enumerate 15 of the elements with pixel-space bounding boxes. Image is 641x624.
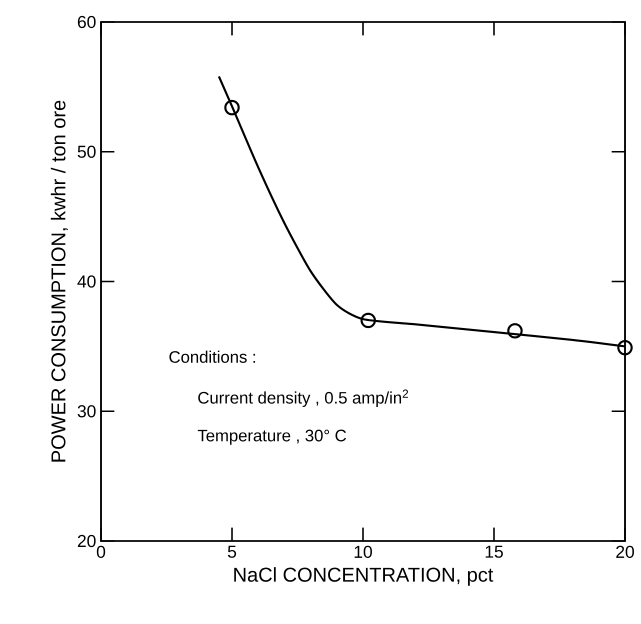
x-axis-title: NaCl CONCENTRATION, pct — [234, 567, 494, 586]
x-tick-label: 0 — [96, 546, 106, 558]
y-tick-label: 50 — [78, 146, 96, 158]
x-tick-label: 20 — [616, 546, 634, 558]
x-tick-label: 15 — [486, 546, 503, 558]
y-tick-label: 20 — [78, 534, 96, 548]
y-tick-label: 40 — [77, 275, 96, 288]
x-tick-label: 5 — [228, 546, 236, 558]
y-tick-label: 60 — [78, 16, 96, 28]
annotation: Temperature , 30° C — [198, 430, 346, 445]
y-axis-title: POWER CONSUMPTION, kwhr / ton ore — [50, 100, 68, 462]
annotation: Current density , 0.5 amp/in$^{2}$ — [198, 390, 408, 407]
x-tick-label: 10 — [354, 546, 372, 558]
y-tick-label: 30 — [78, 405, 96, 418]
annotation: Conditions : — [169, 350, 256, 363]
